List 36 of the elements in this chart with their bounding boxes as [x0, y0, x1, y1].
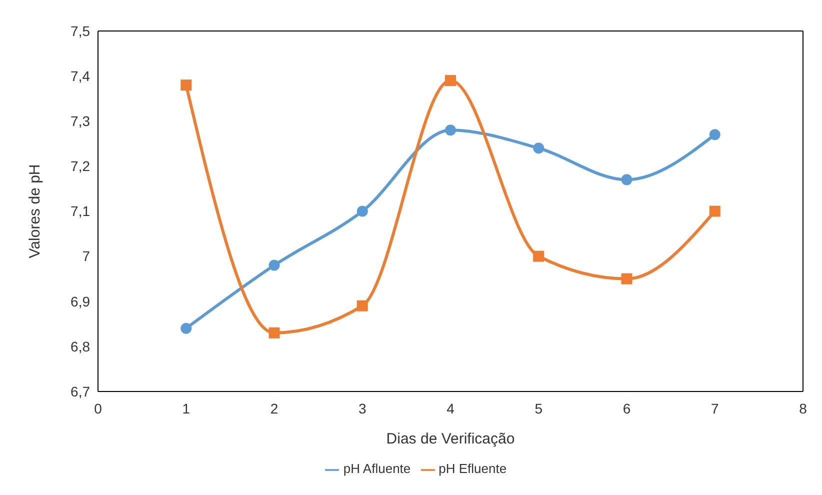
point — [268, 260, 280, 271]
y-tick-label: 7,1 — [70, 203, 90, 220]
y-axis-title: Valores de pH — [26, 164, 44, 258]
x-tick-label: 0 — [94, 400, 102, 416]
point — [445, 124, 456, 136]
point — [180, 322, 192, 334]
point — [356, 300, 368, 312]
point — [709, 129, 720, 140]
point — [533, 250, 544, 262]
y-tick-label: 7,4 — [70, 68, 90, 84]
point — [621, 273, 632, 284]
y-tick-label: 7,5 — [70, 22, 90, 39]
legend-label: pH Afluente — [343, 461, 411, 476]
x-tick-label: 2 — [270, 400, 278, 416]
x-tick-label: 3 — [358, 400, 366, 416]
y-tick-label: 6,8 — [70, 338, 90, 354]
y-tick-label: 6,7 — [70, 383, 90, 400]
point — [533, 142, 544, 154]
point — [356, 206, 368, 217]
x-tick-label: 1 — [182, 400, 190, 416]
y-tick-label: 7,3 — [70, 113, 90, 130]
x-tick-label: 6 — [622, 400, 631, 416]
y-tick-label: 7,2 — [70, 158, 90, 174]
point — [445, 75, 456, 86]
x-tick-label: 8 — [799, 400, 808, 416]
point — [180, 80, 192, 91]
point — [268, 327, 280, 338]
x-tick-label: 4 — [446, 400, 455, 416]
x-axis-title: Dias de Verificação — [386, 430, 515, 448]
x-tick-label: 7 — [710, 400, 719, 416]
point — [709, 206, 720, 217]
point — [621, 174, 632, 186]
y-tick-label: 7 — [82, 248, 90, 264]
x-tick-label: 5 — [534, 400, 543, 416]
y-tick-label: 6,9 — [70, 293, 90, 310]
legend-label: pH Efluente — [438, 461, 507, 476]
